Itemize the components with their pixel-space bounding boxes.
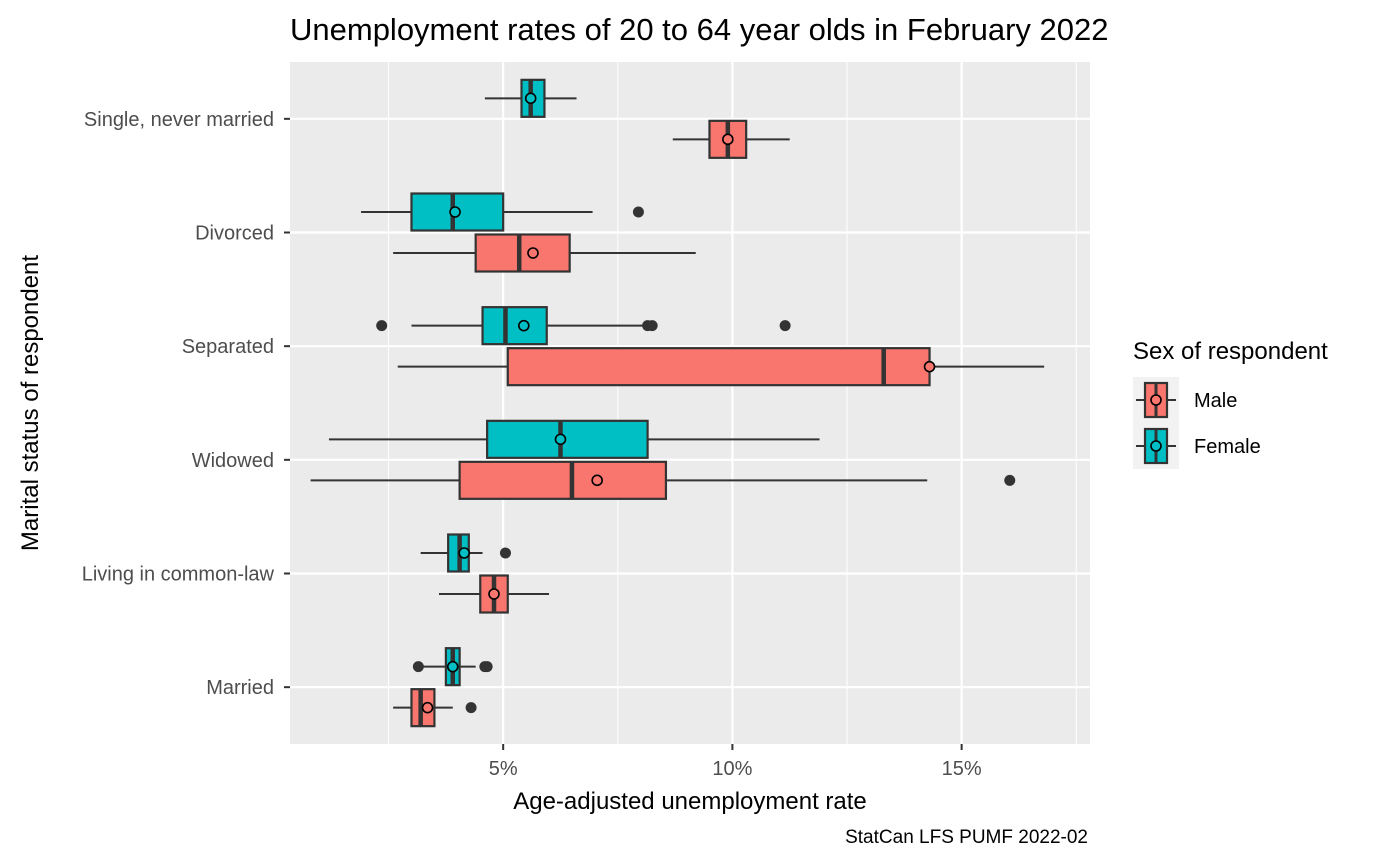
chart-caption: StatCan LFS PUMF 2022-02 [845,827,1088,848]
legend-key-male [1133,377,1179,423]
grid-lines [290,62,1090,744]
iqr-box [474,233,571,273]
x-tick-label: 15% [942,758,982,780]
mean-point [527,247,539,259]
iqr-box [506,347,931,387]
male-box [672,119,790,159]
mean-point [458,547,471,559]
x-tick-label: 10% [712,758,752,780]
male-box [397,347,1045,387]
outlier-point [632,206,644,218]
y-tick-label: Married [206,677,274,699]
outlier-point [412,661,424,673]
mean-point [446,660,459,673]
x-axis-title: Age-adjusted unemployment rate [513,788,867,815]
male-box [393,233,696,273]
legend-key-mean [1150,394,1162,406]
y-tick-label: Living in common-law [82,564,275,586]
plot-panel [290,62,1090,744]
mean-point [591,474,603,487]
iqr-box [458,460,668,500]
legend-label-male: Male [1194,390,1237,412]
female-box [328,419,820,459]
female-box [412,647,493,687]
x-axis: 5% 10% 15% [489,744,982,780]
legend-key-female [1133,423,1179,469]
outlier-point [1004,474,1016,486]
outlier-point [465,702,477,714]
legend-title: Sex of respondent [1133,338,1328,365]
iqr-box [486,419,649,459]
male-box [393,688,477,728]
y-tick-label: Single, never married [84,109,274,131]
mean-point [524,92,537,105]
mean-point [518,319,530,332]
box-series [310,78,1045,728]
y-axis: Single, never married Divorced Separated Wi… [82,109,290,699]
mean-point [554,433,567,446]
female-box [376,306,791,346]
legend: Sex of respondent Male Female [1133,338,1328,469]
outlier-point [376,320,388,332]
female-box [484,78,577,118]
male-box [310,460,1016,500]
y-tick-label: Separated [182,336,274,358]
outlier-point [499,547,511,559]
iqr-box [410,192,505,232]
legend-key-mean [1150,440,1162,452]
y-tick-label: Divorced [195,223,274,245]
mean-point [488,588,500,600]
iqr-box [481,306,548,346]
legend-label-female: Female [1194,436,1261,458]
outlier-point [646,320,658,332]
mean-point [722,133,734,146]
outlier-point [779,320,791,332]
mean-point [923,360,936,373]
female-box [420,533,511,573]
outlier-point [481,661,493,673]
chart-title: Unemployment rates of 20 to 64 year olds… [290,12,1109,47]
y-axis-title: Marital status of respondent [17,255,44,551]
mean-point [421,701,434,714]
female-box [361,192,644,232]
male-box [438,574,550,614]
mean-point [449,206,461,218]
y-tick-label: Widowed [192,450,274,472]
x-tick-label: 5% [489,758,518,780]
